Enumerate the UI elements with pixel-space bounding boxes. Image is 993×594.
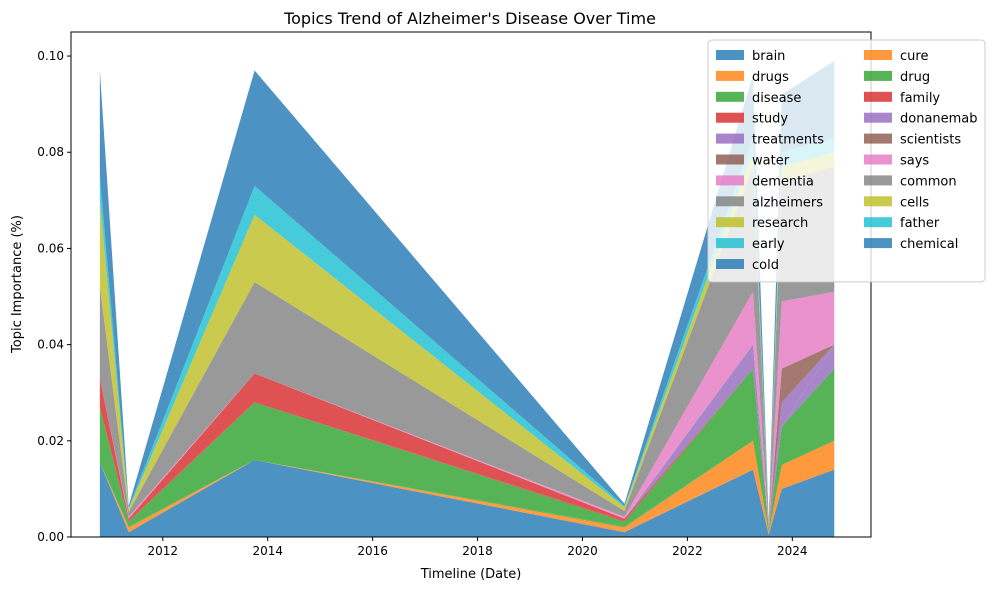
area-brain <box>99 460 835 537</box>
legend-swatch <box>716 238 744 249</box>
y-axis: 0.00 0.02 0.04 0.06 0.08 0.10 <box>37 49 71 544</box>
area-early <box>99 137 835 523</box>
legend-label: dementia <box>752 174 814 189</box>
legend-label: chemical <box>900 237 958 252</box>
x-tick-label: 2014 <box>252 544 283 558</box>
legend-swatch <box>864 91 892 102</box>
legend-label: drug <box>900 70 930 85</box>
legend-label: scientists <box>900 133 961 148</box>
legend-swatch <box>716 217 744 228</box>
legend-item-cells: cells <box>864 195 929 210</box>
legend-label: cure <box>900 49 928 64</box>
x-axis-label: Timeline (Date) <box>420 567 522 582</box>
legend-label: study <box>752 112 788 127</box>
area-drug <box>99 440 835 533</box>
legend-swatch <box>864 112 892 123</box>
area-dementia <box>99 291 835 529</box>
legend-item-research: research <box>716 216 808 231</box>
legend-swatch <box>716 133 744 144</box>
area-alzheimers <box>99 166 835 528</box>
x-tick-label: 2018 <box>462 544 493 558</box>
legend-item-early: early <box>716 237 785 252</box>
y-tick-label: 0.06 <box>37 241 64 255</box>
legend-label: father <box>900 216 940 231</box>
x-tick-label: 2024 <box>777 544 808 558</box>
legend-item-drugs: drugs <box>716 70 789 85</box>
legend-swatch <box>716 259 744 269</box>
legend-item-drug: drug <box>864 70 930 85</box>
legend: brain cure drugs drug disease family study dona… <box>707 39 986 283</box>
legend-swatch <box>716 175 744 186</box>
legend-label: water <box>752 154 790 169</box>
x-tick-label: 2012 <box>148 544 179 558</box>
legend-label: donanemab <box>900 112 978 127</box>
legend-label: family <box>900 91 940 106</box>
legend-item-common: common <box>864 174 957 189</box>
legend-label: drugs <box>752 70 789 85</box>
area-study <box>99 368 835 530</box>
legend-item-family: family <box>864 91 940 106</box>
legend-swatch <box>716 154 744 165</box>
legend-swatch <box>864 238 892 249</box>
legend-item-cure: cure <box>864 49 928 64</box>
legend-item-alzheimers: alzheimers <box>716 195 823 210</box>
legend-swatch <box>864 70 892 81</box>
area-research <box>99 152 835 524</box>
y-tick-label: 0.04 <box>37 338 64 352</box>
legend-label: alzheimers <box>752 195 823 210</box>
legend-item-chemical: chemical <box>864 237 958 252</box>
legend-swatch <box>716 91 744 102</box>
legend-item-treatments: treatments <box>716 133 824 148</box>
legend-item-disease: disease <box>716 91 801 106</box>
y-tick-label: 0.00 <box>37 530 64 544</box>
legend-label: says <box>900 154 929 169</box>
legend-item-dementia: dementia <box>716 174 814 189</box>
plot-frame <box>70 31 872 538</box>
legend-item-study: study <box>716 112 788 127</box>
legend-item-water: water <box>716 154 790 169</box>
x-tick-label: 2020 <box>567 544 598 558</box>
legend-swatch <box>864 217 892 228</box>
legend-item-cold: cold <box>716 258 779 273</box>
legend-label: common <box>900 174 957 189</box>
legend-swatch <box>864 154 892 165</box>
legend-item-says: says <box>864 154 929 169</box>
legend-label: disease <box>752 91 801 106</box>
legend-frame <box>707 39 986 283</box>
legend-item-father: father <box>864 216 940 231</box>
legend-label: early <box>752 237 785 252</box>
x-tick-label: 2022 <box>672 544 703 558</box>
legend-swatch <box>864 50 892 60</box>
legend-swatch <box>716 196 744 207</box>
x-axis: 2012 2014 2016 2018 2020 2022 2024 <box>148 537 808 558</box>
y-axis-label: Topic Importance (%) <box>10 215 25 354</box>
y-tick-label: 0.02 <box>37 434 64 448</box>
area-disease <box>99 368 835 533</box>
legend-item-donanemab: donanemab <box>864 112 978 127</box>
legend-swatch <box>716 112 744 123</box>
area-layers <box>99 60 835 537</box>
area-cold <box>99 60 835 522</box>
legend-label: cells <box>900 195 929 210</box>
legend-swatch <box>864 133 892 144</box>
legend-label: research <box>752 216 808 231</box>
legend-item-brain: brain <box>716 49 785 64</box>
legend-swatch <box>716 70 744 81</box>
y-tick-label: 0.10 <box>37 49 64 63</box>
x-tick-label: 2016 <box>357 544 388 558</box>
legend-label: cold <box>752 258 779 273</box>
legend-swatch <box>864 196 892 207</box>
y-tick-label: 0.08 <box>37 145 64 159</box>
chart-title: Topics Trend of Alzheimer's Disease Over… <box>283 9 656 28</box>
legend-label: treatments <box>752 133 824 148</box>
legend-swatch <box>716 50 744 60</box>
legend-label: brain <box>752 49 785 64</box>
legend-item-scientists: scientists <box>864 133 961 148</box>
area-treatments <box>99 344 835 530</box>
legend-swatch <box>864 175 892 186</box>
area-drugs <box>99 440 835 535</box>
